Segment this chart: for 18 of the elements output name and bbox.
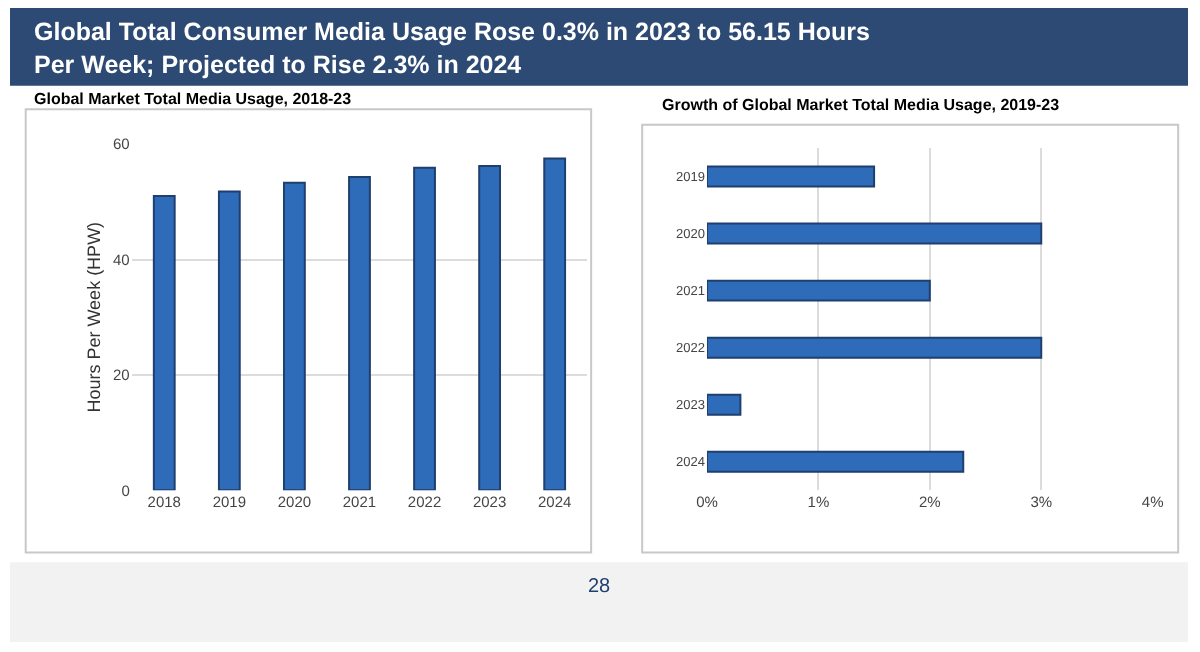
chart-title: Growth of Global Market Total Media Usage, 2019-23: [662, 96, 1061, 114]
bar: [217, 190, 241, 491]
y-axis-title: Hours Per Week (HPW): [83, 221, 104, 413]
bar: [348, 176, 371, 491]
bar: [706, 393, 742, 416]
bar: [543, 157, 567, 491]
bar: [706, 336, 1043, 359]
bar: [706, 222, 1043, 245]
chart-subtitle: Global Market Total Media Usage, 2018-23: [34, 90, 353, 108]
bar: [282, 181, 306, 491]
bar: [706, 165, 876, 188]
bar: [413, 166, 436, 491]
bar: [152, 195, 176, 491]
bar: [706, 450, 965, 473]
text: 28: [588, 576, 612, 598]
bar: [706, 279, 931, 302]
chart-title: Global Total Consumer Media Usage Rose 0.3% in 2023 to 56.15 Hours Per Week; Projected to Rise 2.3% in 2024: [34, 18, 870, 79]
bar: [478, 165, 502, 491]
